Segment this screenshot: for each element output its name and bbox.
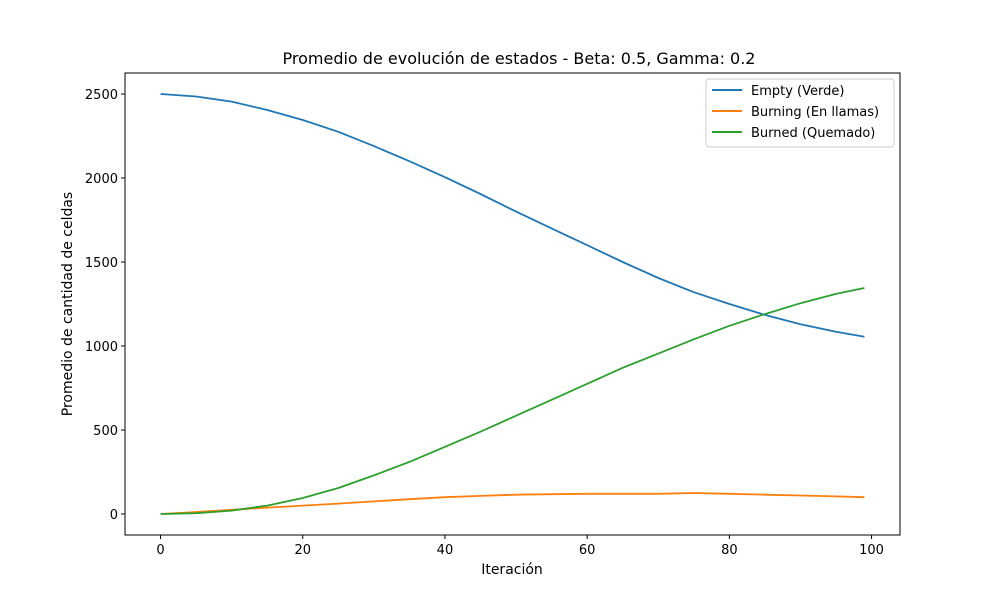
y-tick-label: 500 [93,424,118,439]
x-axis-title: Iteración [481,562,543,578]
legend: Empty (Verde) Burning (En llamas) Burned (… [705,78,895,148]
y-axis-ticks: 0 500 1000 1500 2000 2500 [85,88,125,523]
x-tick-label: 40 [437,543,454,558]
y-tick-label: 1000 [85,340,118,355]
y-axis-title: Promedio de cantidad de celdas [60,192,76,416]
x-tick-label: 0 [156,543,164,558]
chart-title: Promedio de evolución de estados - Beta:… [283,49,756,68]
legend-label-1: Burning (En llamas) [751,105,879,120]
series-line-0 [160,93,865,338]
x-tick-label: 60 [579,543,596,558]
legend-label-0: Empty (Verde) [751,84,844,99]
x-tick-label: 80 [721,543,738,558]
y-tick-label: 1500 [85,256,118,271]
series-line-1 [160,492,865,515]
plot-area [124,72,901,536]
y-tick-label: 0 [110,508,118,523]
y-tick-label: 2500 [85,88,118,103]
x-tick-label: 20 [294,543,311,558]
legend-box [705,78,895,148]
x-axis-ticks: 0 20 40 60 80 100 [156,535,884,558]
axes-frame [124,72,901,536]
series-line-2 [160,287,865,515]
legend-label-2: Burned (Quemado) [751,126,875,141]
x-tick-label: 100 [859,543,884,558]
y-tick-label: 2000 [85,172,118,187]
